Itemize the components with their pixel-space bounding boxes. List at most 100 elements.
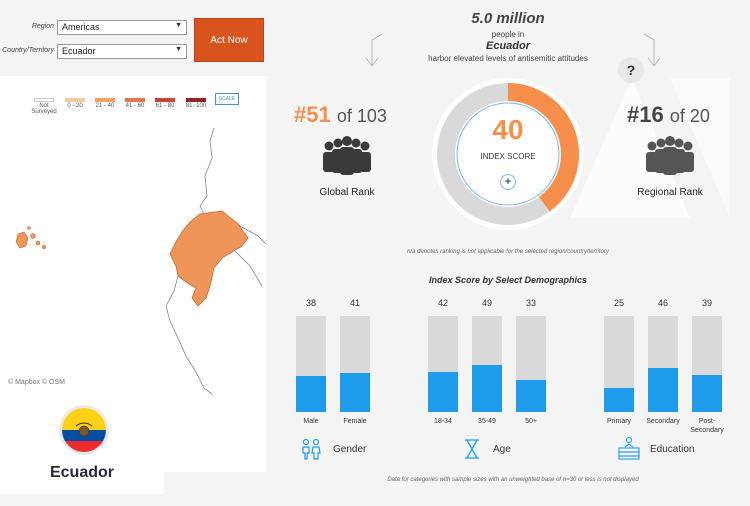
bar-fill [692,374,722,412]
galapagos-island-shape[interactable] [35,240,41,246]
index-score-value: 40 [492,114,524,145]
group-label-age: Age [493,444,511,455]
ecuador-flag-icon [59,405,109,455]
legend-swatch [186,98,206,102]
help-icon[interactable]: ? [618,57,644,83]
legend-label: 41 - 60 [125,103,145,109]
region-select[interactable]: Americas ▼ [57,20,187,35]
peru-border [165,275,213,395]
bar-track[interactable] [296,316,326,412]
regional-rank-number: #16 [627,102,664,127]
regional-rank-label: Regional Rank [637,187,703,198]
legend-swatch [155,98,175,102]
legend-item-21-40: 21 - 40 [91,98,119,109]
bar-fill [340,372,370,412]
galapagos-island-shape[interactable] [15,231,29,249]
group-label-gender: Gender [333,444,367,455]
bar-value-label: 38 [305,298,316,308]
bar-track[interactable] [516,316,546,412]
legend-swatch [95,98,115,102]
galapagos-island-shape[interactable] [41,244,47,250]
people-group-icon [323,136,371,175]
global-rank: #51 of 103 [294,102,387,128]
people-group-icon [646,136,694,175]
bar-category-label: 18-34 [434,418,452,425]
legend-label: 0 - 20 [67,103,83,109]
bar-value-label: 25 [613,298,624,308]
global-rank-label: Global Rank [319,187,375,198]
bar-category-label: 35-49 [478,418,496,425]
group-label-education: Education [650,444,695,455]
rank-note: n/a denotes ranking is not applicable fo… [407,249,609,255]
legend-item-0-20: 0 - 20 [62,98,88,109]
bar-category-label: Post-Secondary [690,418,724,434]
bar-fill [428,371,458,412]
global-rank-number: #51 [294,102,331,127]
bar-fill [648,367,678,412]
bar-category-label: Female [343,418,367,425]
bar-value-label: 33 [525,298,536,308]
education-icon [618,436,640,460]
legend-item-41-60: 41 - 60 [121,98,149,109]
ecuador-map-shape[interactable] [169,210,249,307]
galapagos-island-shape[interactable] [27,226,31,230]
scale-button[interactable]: SCALE [215,93,239,105]
bar-track[interactable] [340,316,370,412]
galapagos-island-shape[interactable] [30,233,36,239]
bar-value-label: 42 [437,298,448,308]
people-count: 5.0 million [471,10,545,27]
bar-fill [296,375,326,412]
expand-icon[interactable]: + [500,174,516,190]
bar-category-label: Secondary [646,418,680,425]
region-label: Region [31,23,54,30]
legend-swatch [34,98,54,102]
legend-item-81-100: 81- 100 [181,98,211,109]
colombia-border [199,127,267,245]
map-canvas[interactable] [0,76,267,472]
legend-swatch [65,98,85,102]
bar-track[interactable] [648,316,678,412]
bar-fill [516,380,546,412]
legend-swatch [125,98,145,102]
headline-line2: harbor elevated levels of antisemitic at… [428,54,588,63]
index-score-label: INDEX SCORE [480,152,536,161]
bar-category-label: Primary [606,418,632,425]
chevron-down-icon: ▼ [175,46,182,53]
demographics-footnote: Data for categories with sample sizes wi… [387,477,639,483]
legend-label: 61 - 80 [155,103,175,109]
headline-line1: people in [491,30,525,39]
legend-item-61-80: 61 - 80 [151,98,179,109]
bar-track[interactable] [692,316,722,412]
bar-value-label: 46 [657,298,668,308]
global-rank-of: of 103 [336,106,387,126]
legend-label: Not Surveyed [31,103,57,115]
regional-rank: #16 of 20 [627,102,710,128]
country-select[interactable]: Ecuador ▼ [57,44,187,59]
bar-value-label: 39 [701,298,712,308]
bar-value-label: 41 [349,298,360,308]
legend-item-not-surveyed: Not Surveyed [30,98,58,115]
country-name: Ecuador [49,464,114,481]
bar-fill [604,388,634,412]
demographics-title: Index Score by Select Demographics [428,275,588,285]
bar-value-label: 49 [481,298,492,308]
country-label: Country/Territory [2,47,54,54]
decorative-lines [365,33,730,218]
act-now-button[interactable]: Act Now [194,18,264,62]
bar-track[interactable] [604,316,634,412]
bar-track[interactable] [472,316,502,412]
country-select-value: Ecuador [62,46,96,56]
map-attribution: © Mapbox © OSM [8,379,65,386]
gender-icon [302,438,321,460]
peru-north-border [234,250,263,287]
donut-score-arc [437,83,579,225]
bar-fill [472,364,502,412]
legend-label: 21 - 40 [95,103,115,109]
regional-rank-of: of 20 [669,106,710,126]
chevron-down-icon: ▼ [175,22,182,29]
region-select-value: Americas [62,22,100,32]
hourglass-icon [465,439,479,459]
bar-track[interactable] [428,316,458,412]
headline-country: Ecuador [485,40,530,52]
index-score-donut [432,78,584,230]
